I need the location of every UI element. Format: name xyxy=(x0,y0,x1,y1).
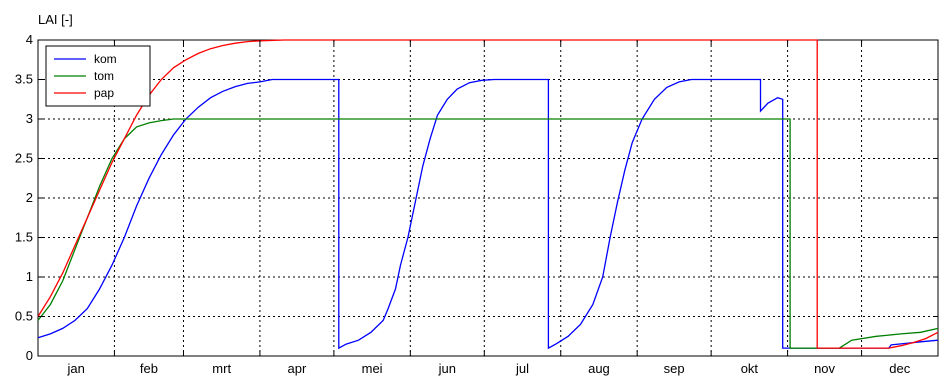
y-tick-label: 4 xyxy=(26,32,33,47)
x-tick-label: mrt xyxy=(212,361,231,376)
series-line-tom xyxy=(37,118,939,349)
y-axis: 0 0.5 1 1.5 2 2.5 3 3.5 4 xyxy=(15,32,938,363)
y-tick-label: 2 xyxy=(26,190,33,205)
legend-label-kom: kom xyxy=(94,52,117,66)
y-tick-label: 3 xyxy=(26,111,33,126)
legend: kom tom pap xyxy=(45,45,151,107)
y-tick-label: 2.5 xyxy=(15,151,33,166)
x-tick-label: apr xyxy=(288,361,307,376)
y-axis-title: LAI [-] xyxy=(38,12,73,27)
legend-label-pap: pap xyxy=(94,86,114,100)
y-tick-label: 0 xyxy=(26,348,33,363)
x-tick-label: okt xyxy=(741,361,759,376)
x-tick-label: jun xyxy=(438,361,456,376)
series-line-kom xyxy=(37,78,939,350)
x-tick-label: mei xyxy=(362,361,383,376)
y-tick-label: 1.5 xyxy=(15,230,33,245)
x-tick-label: jan xyxy=(67,361,85,376)
x-tick-label: sep xyxy=(664,361,685,376)
series-line-pap xyxy=(37,39,939,349)
y-tick-label: 0.5 xyxy=(15,309,33,324)
x-tick-label: nov xyxy=(814,361,835,376)
y-tick-label: 1 xyxy=(26,269,33,284)
y-tick-label: 3.5 xyxy=(15,72,33,87)
x-tick-label: jul xyxy=(515,361,529,376)
x-tick-label: aug xyxy=(588,361,610,376)
series-lines xyxy=(37,39,939,350)
x-tick-label: dec xyxy=(889,361,910,376)
legend-label-tom: tom xyxy=(94,69,114,83)
x-tick-label: feb xyxy=(140,361,158,376)
x-axis: jan feb mrt apr mei jun jul aug sep okt nov dec xyxy=(37,40,939,376)
